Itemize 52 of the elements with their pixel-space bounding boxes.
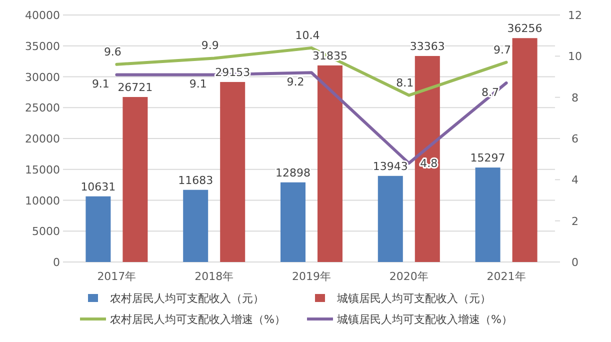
y2-tick-label: 8 <box>572 91 578 104</box>
y-tick-label: 20000 <box>25 132 60 146</box>
y-tick-label: 25000 <box>25 102 60 115</box>
x-tick-label: 2019年 <box>292 270 331 283</box>
bar <box>183 190 208 262</box>
y-tick-label: 5000 <box>32 225 60 238</box>
bar <box>220 82 246 262</box>
data-label: 11683 <box>178 174 214 187</box>
y2-tick-label: 2 <box>572 214 578 228</box>
bar <box>280 182 306 262</box>
bar <box>318 65 342 262</box>
data-label: 10631 <box>80 180 116 194</box>
y2-tick-label: 0 <box>572 256 578 269</box>
data-label: 9.1 <box>92 78 110 91</box>
legend-label: 城镇居民人均可支配收入增速（%） <box>336 313 512 326</box>
data-label: 12898 <box>276 166 310 180</box>
data-label: 9.6 <box>104 45 122 58</box>
legend-label: 农村居民人均可支配收入增速（%） <box>110 313 286 326</box>
bar <box>122 97 148 262</box>
y-tick-label: 15000 <box>25 163 60 176</box>
y2-tick-label: 6 <box>572 132 578 146</box>
x-tick-label: 2017年 <box>97 270 136 283</box>
y-tick-label: 10000 <box>25 194 60 208</box>
data-label: 36256 <box>507 22 542 36</box>
bar <box>475 168 500 262</box>
bar <box>86 196 111 262</box>
y2-tick-label: 12 <box>568 9 582 22</box>
data-label: 9.9 <box>201 39 219 52</box>
y-tick-label: 35000 <box>25 40 60 53</box>
legend-label: 城镇居民人均可支配收入（元） <box>336 292 491 305</box>
data-label: 33363 <box>410 40 445 53</box>
y2-tick-label: 10 <box>568 50 582 64</box>
data-label: 9.1 <box>189 78 207 91</box>
x-tick-label: 2021年 <box>486 270 526 283</box>
x-tick-label: 2018年 <box>194 270 234 283</box>
y-tick-label: 40000 <box>25 9 60 22</box>
y-tick-label: 0 <box>53 256 60 269</box>
x-tick-label: 2020年 <box>389 270 428 283</box>
data-label: 26721 <box>118 81 153 94</box>
data-label: 8.1 <box>396 76 414 90</box>
y2-tick-label: 4 <box>572 174 578 187</box>
bar <box>512 38 538 262</box>
data-label: 13943 <box>372 160 408 173</box>
legend-label: 农村居民人均可支配收入（元） <box>110 292 264 305</box>
data-label: 10.4 <box>295 28 320 42</box>
data-label: 9.2 <box>286 76 304 89</box>
bar <box>414 56 440 262</box>
y-tick-label: 30000 <box>25 70 60 84</box>
data-label: 15297 <box>470 152 506 165</box>
bar <box>378 176 403 262</box>
data-label: 4.8 <box>420 157 438 170</box>
data-label: 9.7 <box>494 43 512 56</box>
